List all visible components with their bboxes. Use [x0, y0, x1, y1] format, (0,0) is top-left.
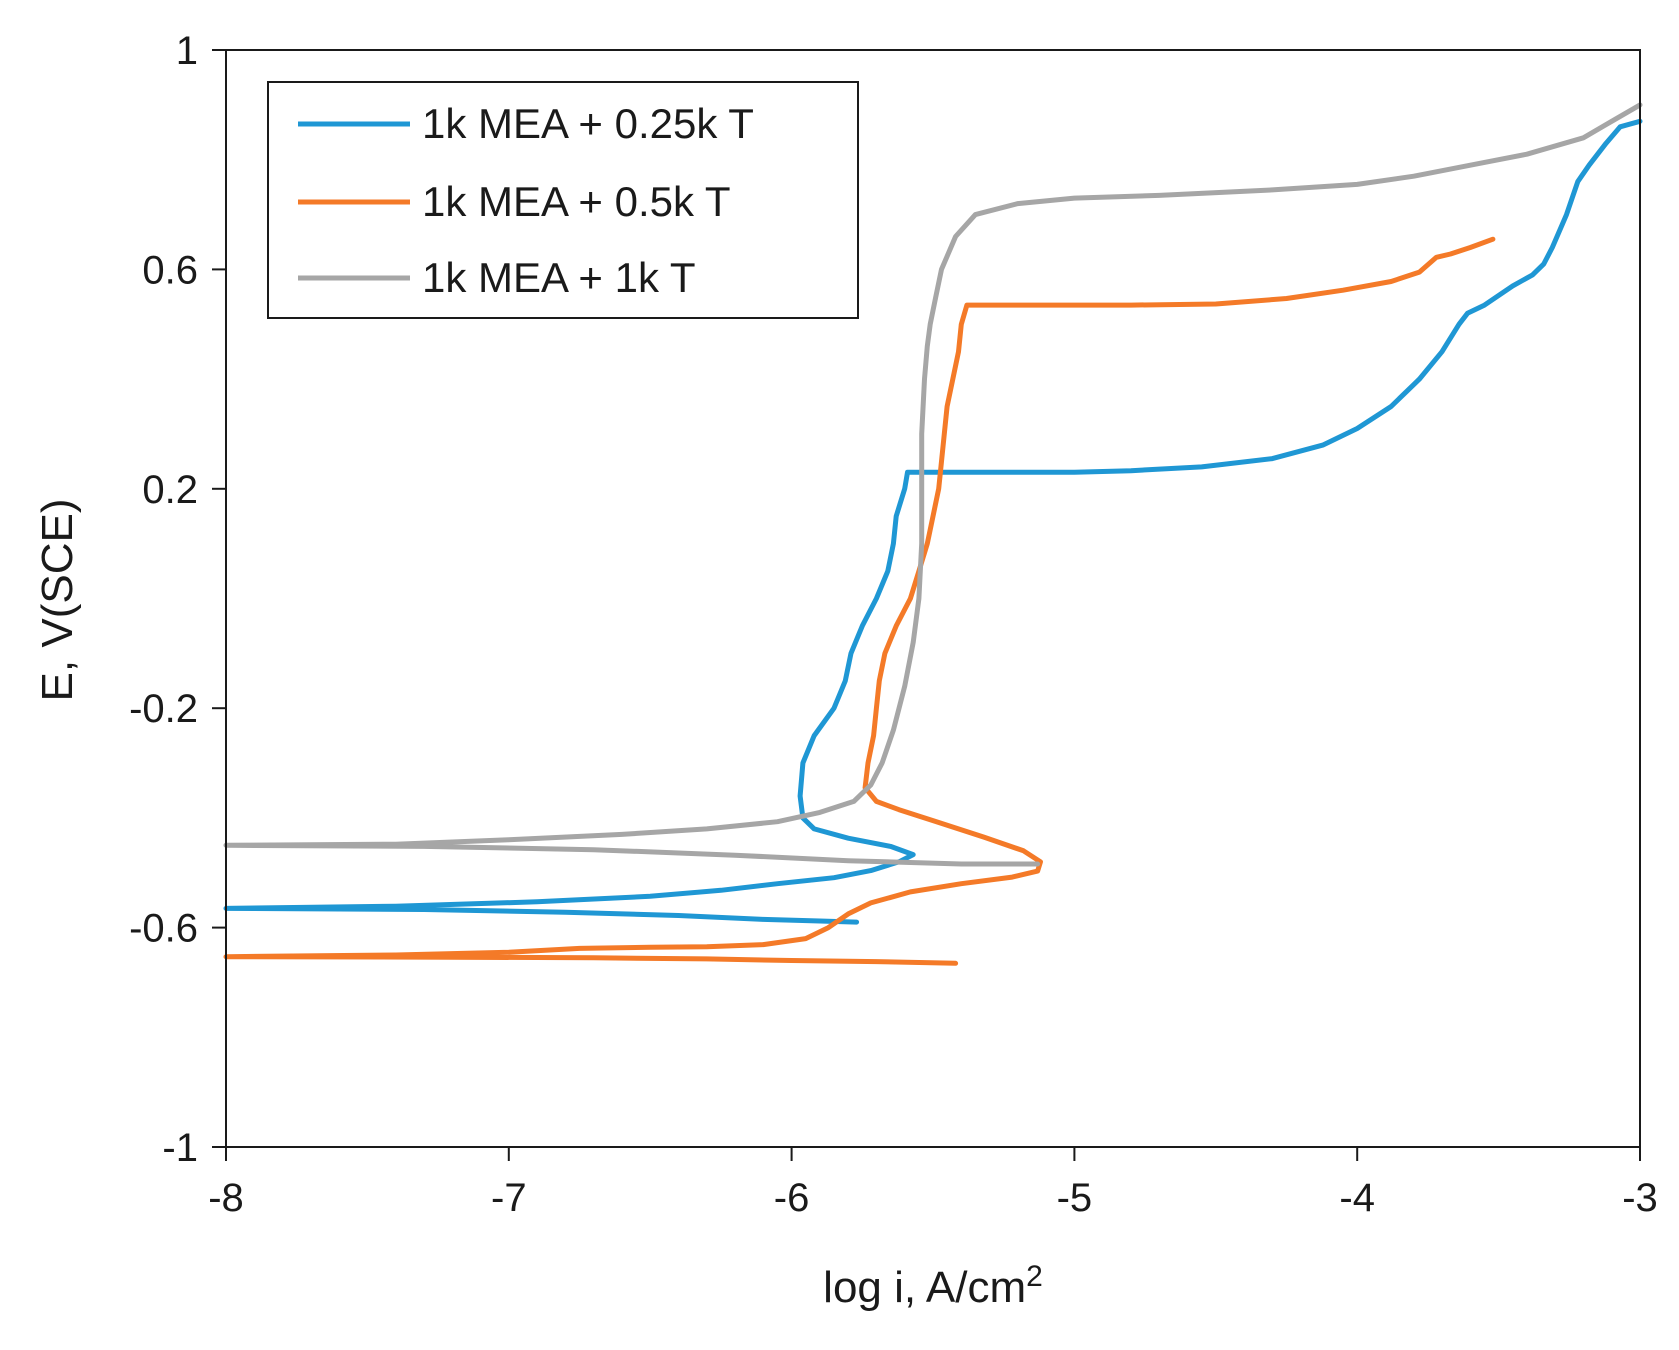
series-line-1 — [223, 118, 1643, 925]
x-tick-label: -4 — [1339, 1176, 1375, 1220]
x-tick-label: -7 — [491, 1176, 527, 1220]
y-tick-label: -0.2 — [129, 687, 198, 731]
x-axis-title-superscript: 2 — [1026, 1260, 1043, 1293]
x-tick-label: -6 — [774, 1176, 810, 1220]
plot-frame — [225, 49, 1641, 1148]
y-tick-label: -0.6 — [129, 907, 198, 951]
legend-label-3: 1k MEA + 1k T — [422, 254, 696, 301]
legend: 1k MEA + 0.25k T 1k MEA + 0.5k T 1k MEA … — [267, 81, 859, 319]
y-tick-label: -1 — [162, 1126, 198, 1170]
x-tick-label: -3 — [1622, 1176, 1658, 1220]
x-axis: -8 -7 -6 -5 -4 -3 — [208, 1147, 1658, 1220]
series-layer — [223, 102, 1643, 966]
y-axis: -1 -0.6 -0.2 0.2 0.6 1 — [129, 29, 226, 1170]
y-axis-title: E, V(SCE) — [33, 499, 82, 702]
legend-label-1: 1k MEA + 0.25k T — [422, 100, 754, 147]
series-line-2 — [223, 236, 1496, 966]
y-tick-label: 0.2 — [142, 468, 198, 512]
x-tick-label: -8 — [208, 1176, 244, 1220]
x-tick-label: -5 — [1057, 1176, 1093, 1220]
x-axis-title: log i, A/cm2 — [823, 1260, 1043, 1312]
x-axis-title-text: log i, A/cm — [823, 1263, 1026, 1312]
legend-label-2: 1k MEA + 0.5k T — [422, 178, 731, 225]
y-tick-label: 1 — [176, 29, 198, 73]
series-line-3 — [223, 102, 1643, 867]
y-tick-label: 0.6 — [142, 248, 198, 292]
